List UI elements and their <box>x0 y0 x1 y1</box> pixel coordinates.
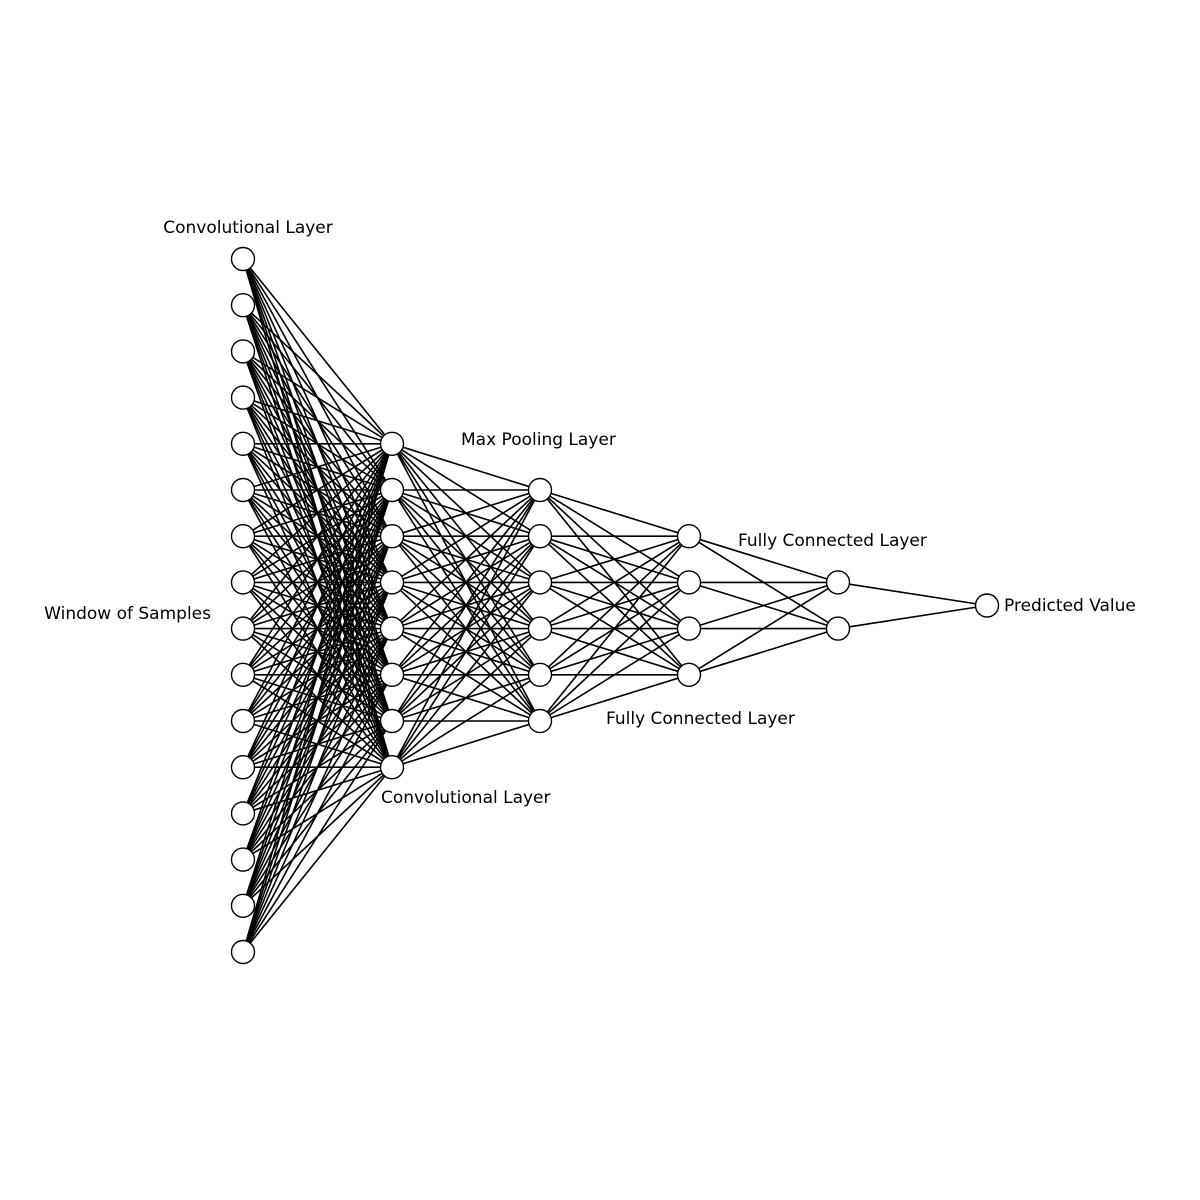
edge-pool-5-to-fc1-0 <box>539 535 690 722</box>
input-node-11 <box>230 755 256 780</box>
edge-pool-3-to-fc1-0 <box>539 535 690 630</box>
edge-conv-7-to-pool-2 <box>391 581 541 768</box>
conv-node-3 <box>379 570 405 595</box>
edge-conv-7-to-pool-3 <box>391 628 541 768</box>
edge-pool-2-to-fc1-0 <box>539 535 690 584</box>
edge-input-15-to-conv-4 <box>242 628 393 953</box>
layer-labels: Convolutional Layer Window of Samples Co… <box>44 218 1136 808</box>
edge-input-9-to-conv-0 <box>242 443 393 676</box>
output-node-0 <box>974 593 1000 618</box>
edge-conv-7-to-pool-1 <box>391 535 541 768</box>
edge-input-15-to-conv-6 <box>242 720 393 953</box>
input-node-15 <box>230 939 256 965</box>
fc-layer-bottom-label: Fully Connected Layer <box>606 709 795 729</box>
edge-conv-4-to-pool-0 <box>391 489 541 630</box>
edge-input-15-to-conv-7 <box>242 766 393 953</box>
edge-conv-0-to-pool-0 <box>391 443 541 491</box>
input-node-5 <box>230 477 256 503</box>
edge-conv-7-to-pool-5 <box>391 720 541 768</box>
connection-edges <box>242 258 988 953</box>
input-layer-label: Convolutional Layer <box>163 218 333 238</box>
edge-input-14-to-conv-0 <box>242 443 393 907</box>
edge-input-7-to-conv-0 <box>242 443 393 583</box>
input-node-10 <box>230 708 256 734</box>
fc1-node-3 <box>676 662 702 687</box>
edge-input-15-to-conv-3 <box>242 582 393 953</box>
input-node-13 <box>230 847 256 872</box>
edge-input-13-to-conv-0 <box>242 443 393 860</box>
pool-node-3 <box>527 616 553 641</box>
edge-fc1-0-to-fc2-0 <box>688 535 839 584</box>
edge-conv-7-to-pool-4 <box>391 674 541 768</box>
edge-input-15-to-conv-5 <box>242 674 393 953</box>
fc1-node-2 <box>676 616 702 641</box>
conv-layer-label: Convolutional Layer <box>381 788 551 808</box>
edge-input-2-to-conv-0 <box>242 350 393 445</box>
edge-input-8-to-conv-0 <box>242 443 393 630</box>
pool-node-5 <box>527 708 553 734</box>
edge-fc1-2-to-fc2-0 <box>688 581 839 630</box>
input-node-12 <box>230 801 256 826</box>
edge-input-3-to-conv-0 <box>242 396 393 445</box>
edge-input-15-to-conv-0 <box>242 443 393 953</box>
edge-fc2-0-to-output-0 <box>837 581 988 607</box>
edge-input-5-to-conv-0 <box>242 443 393 491</box>
edge-pool-5-to-fc1-3 <box>539 674 690 722</box>
edge-conv-7-to-pool-0 <box>391 489 541 768</box>
edge-input-0-to-conv-0 <box>242 258 393 445</box>
edge-pool-0-to-fc1-0 <box>539 489 690 537</box>
pool-node-1 <box>527 524 553 549</box>
conv-node-0 <box>379 431 405 456</box>
neuron-nodes <box>230 246 1000 965</box>
input-node-6 <box>230 524 256 549</box>
input-node-4 <box>230 431 256 456</box>
input-node-8 <box>230 616 256 641</box>
edge-input-11-to-conv-0 <box>242 443 393 768</box>
fc-layer-top-label: Fully Connected Layer <box>738 531 927 551</box>
edge-input-1-to-conv-0 <box>242 304 393 445</box>
input-node-7 <box>230 570 256 595</box>
edge-input-15-to-conv-2 <box>242 535 393 953</box>
edge-fc1-3-to-fc2-1 <box>688 627 839 676</box>
conv-node-7 <box>379 755 405 780</box>
edge-conv-3-to-pool-0 <box>391 489 541 584</box>
edge-fc1-3-to-fc2-0 <box>688 581 839 676</box>
edge-pool-4-to-fc1-0 <box>539 535 690 676</box>
edge-input-12-to-conv-0 <box>242 443 393 814</box>
input-node-1 <box>230 293 256 318</box>
edge-input-10-to-conv-0 <box>242 443 393 722</box>
edge-conv-6-to-pool-0 <box>391 489 541 722</box>
pool-node-2 <box>527 570 553 595</box>
conv-node-4 <box>379 616 405 641</box>
edge-fc2-1-to-output-0 <box>837 604 988 630</box>
output-label: Predicted Value <box>1004 596 1136 616</box>
conv-node-6 <box>379 708 405 734</box>
input-node-9 <box>230 662 256 687</box>
pool-layer-label: Max Pooling Layer <box>461 430 616 450</box>
pool-node-4 <box>527 662 553 687</box>
edge-input-6-to-conv-0 <box>242 443 393 537</box>
conv-node-2 <box>379 524 405 549</box>
edge-input-15-to-conv-1 <box>242 489 393 953</box>
fc1-node-1 <box>676 570 702 595</box>
fc2-node-1 <box>825 616 851 641</box>
conv-node-1 <box>379 477 405 503</box>
conv-node-5 <box>379 662 405 687</box>
edge-conv-5-to-pool-0 <box>391 489 541 676</box>
edge-conv-2-to-pool-0 <box>391 489 541 537</box>
fc2-node-0 <box>825 570 851 595</box>
input-node-0 <box>230 246 256 272</box>
input-node-14 <box>230 893 256 918</box>
input-node-3 <box>230 385 256 410</box>
edge-pool-5-to-fc1-2 <box>539 627 690 722</box>
pool-node-0 <box>527 477 553 503</box>
edge-pool-5-to-fc1-1 <box>539 581 690 722</box>
input-node-2 <box>230 339 256 364</box>
fc1-node-0 <box>676 524 702 549</box>
input-side-label: Window of Samples <box>44 604 211 624</box>
